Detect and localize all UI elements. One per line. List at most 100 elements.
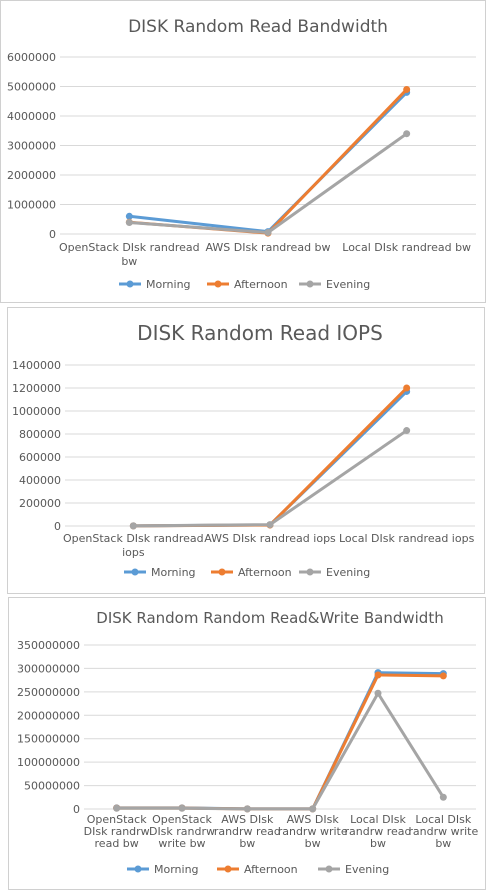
x-category-label-line: OpenStack DIsk randread — [59, 241, 200, 254]
data-point-evening — [129, 522, 137, 530]
chart-title: DISK Random Random Read&Write Bandwidth — [96, 609, 443, 627]
legend-label: Evening — [345, 863, 389, 876]
series-line-evening — [115, 691, 445, 811]
x-category-label-line: DIsk randrw — [84, 825, 150, 838]
data-point-evening — [178, 804, 186, 812]
x-category-label-line: OpenStack DIsk randread — [63, 532, 204, 545]
data-point-evening — [125, 218, 133, 226]
legend-item-evening: Evening — [299, 278, 370, 291]
x-category-label-line: iops — [122, 546, 145, 559]
data-point-evening — [113, 804, 121, 812]
x-category-label-line: bw — [305, 837, 321, 850]
y-tick-label: 1400000 — [12, 359, 61, 372]
y-tick-label: 200000 — [19, 497, 61, 510]
y-tick-label: 0 — [49, 228, 56, 241]
x-category-label-line: bw — [121, 255, 137, 268]
x-category-label-line: write bw — [158, 837, 205, 850]
data-point-evening — [439, 793, 447, 801]
legend-marker-afternoon — [214, 280, 222, 288]
legend-item-evening: Evening — [299, 566, 370, 579]
data-point-evening — [309, 805, 317, 813]
y-tick-label: 150000000 — [17, 733, 80, 746]
chart-read-bandwidth: DISK Random Read Bandwidth 0 1000000 200000… — [7, 17, 476, 291]
y-tick-label: 1000000 — [12, 405, 61, 418]
legend-item-morning: Morning — [119, 278, 191, 291]
data-point-evening — [243, 805, 251, 813]
x-category-label-line: OpenStack — [152, 813, 212, 826]
x-category-label-line: randrw read — [214, 825, 281, 838]
legend-label: Evening — [326, 278, 370, 291]
x-category-label-line: OpenStack — [87, 813, 147, 826]
y-tick-label: 1000000 — [7, 199, 56, 212]
y-tick-label: 5000000 — [7, 81, 56, 94]
x-category-label-line: read bw — [95, 837, 139, 850]
x-category-label-line: bw — [239, 837, 255, 850]
x-category-label: AWS DIsk randread iops — [204, 532, 336, 545]
legend-label: Morning — [146, 278, 191, 291]
chart-panel-read-iops: DISK Random Read IOPS 0 200000 400000 600000… — [7, 307, 485, 594]
x-category-label-line: Local DIsk — [415, 813, 471, 826]
legend-label: Morning — [154, 863, 199, 876]
legend-marker-evening — [306, 568, 314, 576]
data-point-evening — [264, 229, 272, 237]
x-category-label-line: randrw write — [408, 825, 478, 838]
series-line-afternoon — [127, 87, 409, 235]
legend-marker-morning — [134, 865, 142, 873]
y-tick-label: 50000000 — [24, 780, 80, 793]
series-line-morning — [115, 671, 445, 811]
series-line-afternoon — [115, 673, 445, 811]
y-tick-label: 0 — [54, 520, 61, 533]
legend-item-afternoon: Afternoon — [207, 278, 288, 291]
data-point-afternoon — [403, 85, 411, 93]
y-tick-label: 6000000 — [7, 51, 56, 64]
chart-panel-read-bandwidth: DISK Random Read Bandwidth 0 1000000 200000… — [0, 0, 486, 303]
x-category-label: AWS DIsk randread bw — [205, 241, 330, 254]
data-point-afternoon — [403, 384, 411, 392]
series-line-evening — [127, 132, 409, 235]
legend-label: Afternoon — [238, 566, 292, 579]
x-category-label-line: Local DIsk randread iops — [339, 532, 475, 545]
y-tick-label: 1200000 — [12, 382, 61, 395]
chart-title: DISK Random Read IOPS — [137, 321, 383, 345]
legend-label: Afternoon — [234, 278, 288, 291]
y-tick-label: 600000 — [19, 451, 61, 464]
legend-marker-afternoon — [218, 568, 226, 576]
y-tick-label: 100000000 — [17, 756, 80, 769]
legend-item-morning: Morning — [124, 566, 196, 579]
x-category-label-line: randrw write — [278, 825, 348, 838]
data-point-evening — [403, 427, 411, 435]
x-category-label-line: AWS DIsk — [287, 813, 340, 826]
x-category-label-line: AWS DIsk — [221, 813, 274, 826]
data-point-evening — [266, 521, 274, 529]
chart-title: DISK Random Read Bandwidth — [128, 17, 388, 37]
legend-label: Afternoon — [244, 863, 298, 876]
legend-marker-evening — [306, 280, 314, 288]
y-tick-label: 350000000 — [17, 639, 80, 652]
x-category-label-line: AWS DIsk randread iops — [204, 532, 336, 545]
y-tick-label: 250000000 — [17, 686, 80, 699]
legend-item-evening: Evening — [318, 863, 389, 876]
y-tick-label: 400000 — [19, 474, 61, 487]
x-category-label-line: AWS DIsk randread bw — [205, 241, 330, 254]
y-tick-label: 300000000 — [17, 662, 80, 675]
legend-label: Evening — [326, 566, 370, 579]
data-point-evening — [403, 130, 411, 138]
legend-item-afternoon: Afternoon — [211, 566, 292, 579]
chart-readwrite-bandwidth: DISK Random Random Read&Write Bandwidth 0… — [17, 609, 479, 876]
x-category-label-line: bw — [435, 837, 451, 850]
x-category-label-line: bw — [370, 837, 386, 850]
x-category-label-line: Local DIsk — [350, 813, 406, 826]
legend-item-morning: Morning — [127, 863, 199, 876]
legend-marker-evening — [325, 865, 333, 873]
x-category-label: Local DIsk randread bw — [342, 241, 471, 254]
data-point-afternoon — [374, 671, 382, 679]
x-category-label-line: Local DIsk randread bw — [342, 241, 471, 254]
legend-item-afternoon: Afternoon — [217, 863, 298, 876]
x-category-label-line: DIsk randrw — [149, 825, 215, 838]
